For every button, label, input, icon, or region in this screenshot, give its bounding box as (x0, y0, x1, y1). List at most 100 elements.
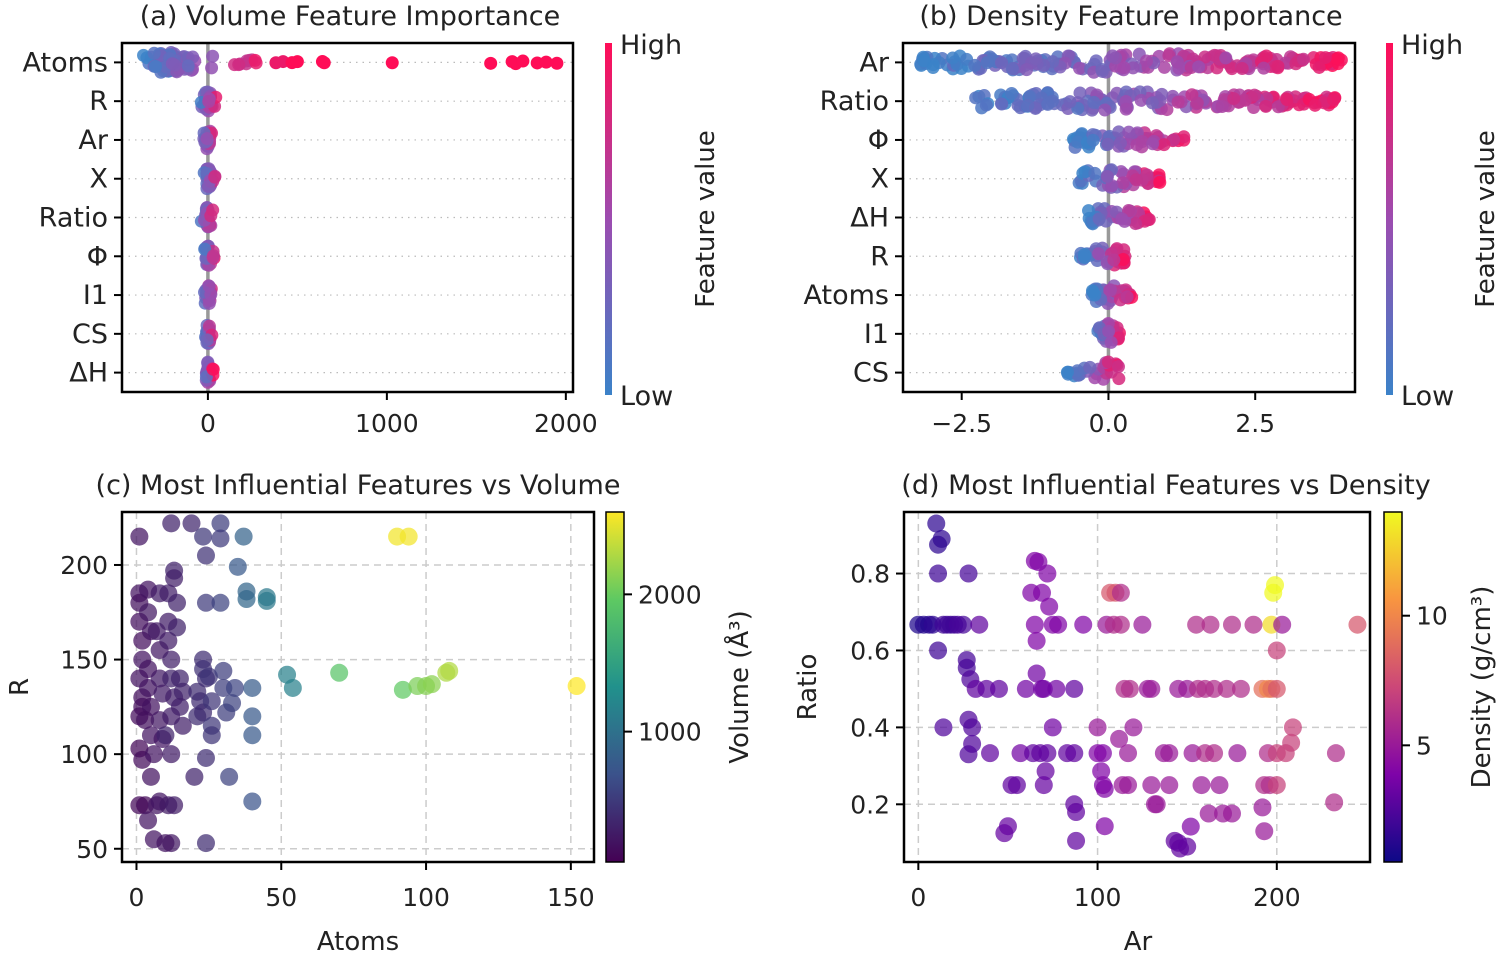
shap-point-I1 (1104, 335, 1118, 349)
scatter-point (970, 615, 989, 634)
scatter-point (228, 557, 247, 576)
scatter-point (330, 663, 349, 682)
shap-point-Atoms (484, 56, 498, 70)
scatter-point (1133, 615, 1152, 634)
scatter-point (1282, 733, 1301, 752)
ytick-label: 100 (60, 740, 108, 769)
shap-point-Ratio (979, 98, 993, 112)
scatter-point (1043, 718, 1062, 737)
shap-point-Ratio (1308, 98, 1322, 112)
xtick-label: 0 (200, 409, 216, 438)
shap-point-ΔH (1115, 212, 1129, 226)
shap-point-Φ (1101, 137, 1115, 151)
scatter-point (202, 692, 221, 711)
panel-a-colorbar (605, 43, 612, 395)
scatter-point (1266, 576, 1285, 595)
scatter-point (989, 679, 1008, 698)
scatter-point (1095, 779, 1114, 798)
scatter-point (1244, 615, 1263, 634)
scatter-point (144, 745, 163, 764)
feature-label-Φ: Φ (868, 125, 889, 156)
scatter-point (234, 527, 253, 546)
panel-a-title: (a) Volume Feature Importance (140, 1, 561, 32)
shap-point-Φ (1177, 130, 1191, 144)
scatter-point (1067, 831, 1086, 850)
scatter-point (1092, 762, 1111, 781)
scatter-point (1283, 718, 1302, 737)
scatter-point (932, 529, 951, 548)
scatter-point (929, 641, 948, 660)
scatter-point (1255, 822, 1274, 841)
scatter-point (1011, 744, 1030, 763)
shap-point-Ratio (969, 91, 983, 105)
scatter-point (165, 796, 184, 815)
scatter-point (1231, 679, 1250, 698)
feature-label-R: R (870, 241, 889, 272)
panel-b-title: (b) Density Feature Importance (919, 1, 1342, 32)
feature-label-Φ: Φ (87, 241, 108, 272)
panel-c-frame (120, 510, 596, 864)
shap-point-Ratio (1280, 92, 1294, 106)
shap-point-Ar (1257, 61, 1271, 75)
shap-point-Ar (1005, 62, 1019, 76)
scatter-point (1267, 679, 1286, 698)
panel-b-colorbar-high: High (1401, 30, 1463, 61)
shap-point-X (208, 170, 222, 184)
shap-point-Ratio (1247, 88, 1261, 102)
xtick-label: −2.5 (931, 409, 992, 438)
shap-point-Φ (206, 249, 220, 263)
shap-point-Ar (1192, 60, 1206, 74)
scatter-point (1217, 679, 1236, 698)
shap-point-Φ (1086, 133, 1100, 147)
shap-point-X (1078, 165, 1092, 179)
shap-point-Atoms (1120, 290, 1134, 304)
scatter-point (1034, 679, 1053, 698)
scatter-point (1160, 744, 1179, 763)
scatter-point (567, 677, 586, 696)
shap-point-Ar (1235, 61, 1249, 75)
scatter-point (243, 792, 262, 811)
scatter-point (139, 603, 158, 622)
shap-point-Ar (1312, 60, 1326, 74)
scatter-point (196, 748, 215, 767)
shap-point-Ar (1296, 52, 1310, 66)
shap-point-Ratio (1098, 103, 1112, 117)
scatter-point (963, 734, 982, 753)
feature-label-ΔH: ΔH (69, 358, 108, 389)
shap-point-ΔH (1082, 204, 1096, 218)
scatter-point (136, 711, 155, 730)
scatter-point (1119, 776, 1138, 795)
shap-point-X (201, 180, 215, 194)
scatter-point (1222, 804, 1241, 823)
scatter-point (173, 682, 192, 701)
shap-point-Ar (1126, 61, 1140, 75)
shap-point-I1 (204, 287, 218, 301)
scatter-point (211, 593, 230, 612)
scatter-point (214, 661, 233, 680)
scatter-point (1016, 679, 1035, 698)
scatter-point (1038, 744, 1057, 763)
scatter-point (1187, 615, 1206, 634)
panel-b-plot-area: Ar Ratio ΦX ΔH R Atoms I1 CS −2.5 0.0 2.5 (804, 43, 1355, 438)
shap-point-Ratio (1087, 95, 1101, 109)
shap-point-Ratio (1155, 87, 1169, 101)
shap-point-Atoms (1103, 283, 1117, 297)
shap-point-Ratio (1145, 96, 1159, 110)
feature-label-I1: I1 (83, 280, 108, 311)
scatter-point (959, 564, 978, 583)
shap-point-Ar (1225, 62, 1239, 76)
scatter-point (173, 716, 192, 735)
scatter-point (1038, 564, 1057, 583)
scatter-point (393, 680, 412, 699)
shap-point-X (1153, 175, 1167, 189)
scatter-point (1267, 641, 1286, 660)
shap-point-Ratio (1327, 93, 1341, 107)
shap-point-R (202, 95, 216, 109)
shap-point-Ar (1330, 52, 1344, 66)
scatter-point (1192, 776, 1211, 795)
scatter-point (237, 590, 256, 609)
panel-features-vs-volume: (c) Most Influential Features vs Volume … (5, 470, 755, 954)
scatter-point (1047, 679, 1066, 698)
shap-point-Ar (200, 132, 214, 146)
